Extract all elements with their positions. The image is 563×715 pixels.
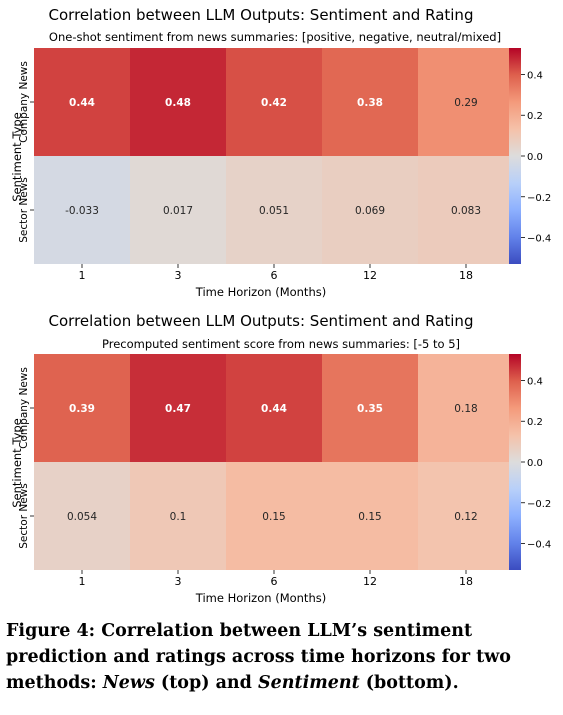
heatmap-cell <box>322 462 418 570</box>
colorbar-ticks: 0.4 0.2 0.0 −0.2 −0.4 <box>521 70 551 245</box>
colorbar-tick-label: 0.4 <box>527 376 543 387</box>
y-tick-label: Sector News <box>18 177 30 242</box>
colorbar-tick-label: −0.4 <box>527 540 551 551</box>
cell-value-label: -0.033 <box>65 205 99 217</box>
x-tick-labels: 1 3 6 12 18 <box>79 264 473 282</box>
y-tick-label: Company News <box>18 61 30 143</box>
chart-title: Correlation between LLM Outputs: Sentime… <box>49 312 474 330</box>
colorbar-tick-label: −0.4 <box>527 234 551 245</box>
heatmap-cell <box>322 156 418 264</box>
heatmap-panel-top: Correlation between LLM Outputs: Sentime… <box>10 6 551 299</box>
colorbar-tick-label: 0.0 <box>527 458 543 469</box>
x-tick-label: 1 <box>79 269 86 282</box>
heatmap-cell <box>34 156 130 264</box>
heatmap-cell <box>130 48 226 156</box>
figure-caption: Figure 4: Correlation between LLM’s sent… <box>6 618 558 696</box>
y-axis-label: Sentiment Type <box>10 112 24 202</box>
heatmap-cell <box>34 462 130 570</box>
colorbar-tick-label: 0.4 <box>527 70 543 81</box>
colorbar-tick-label: −0.2 <box>527 193 551 204</box>
heatmap-cell <box>130 156 226 264</box>
y-tick-labels: Company News Sector News <box>18 367 34 549</box>
y-tick-labels: Company News Sector News <box>18 61 34 243</box>
cell-value-label: 0.42 <box>261 97 287 109</box>
cell-value-label: 0.44 <box>69 97 95 109</box>
cell-value-label: 0.051 <box>259 205 289 217</box>
figure: Correlation between LLM Outputs: Sentime… <box>10 6 551 605</box>
heatmap-cell <box>34 48 130 156</box>
cell-value-label: 0.054 <box>67 511 97 523</box>
colorbar-tick-label: 0.2 <box>527 417 543 428</box>
x-tick-label: 12 <box>363 575 377 588</box>
cell-value-label: 0.12 <box>454 511 477 523</box>
heatmap-panel-bottom: Correlation between LLM Outputs: Sentime… <box>10 312 551 605</box>
x-tick-labels: 1 3 6 12 18 <box>79 570 473 588</box>
x-tick-label: 12 <box>363 269 377 282</box>
heatmap-cell <box>418 462 514 570</box>
chart-subtitle: Precomputed sentiment score from news su… <box>102 337 460 351</box>
cell-value-label: 0.35 <box>357 403 383 415</box>
colorbar-tick-label: −0.2 <box>527 499 551 510</box>
heatmap-cell <box>226 48 322 156</box>
cell-value-label: 0.15 <box>358 511 381 523</box>
heatmap-cell <box>130 354 226 462</box>
chart-subtitle: One-shot sentiment from news summaries: … <box>49 30 501 44</box>
caption-method-news: News <box>102 673 155 693</box>
cell-value-label: 0.18 <box>454 403 477 415</box>
x-tick-label: 3 <box>175 269 182 282</box>
y-tick-label: Company News <box>18 367 30 449</box>
heatmap-cell <box>34 354 130 462</box>
colorbar <box>509 354 521 570</box>
cell-value-label: 0.29 <box>454 97 477 109</box>
x-tick-label: 3 <box>175 575 182 588</box>
cell-value-label: 0.44 <box>261 403 287 415</box>
heatmap-cell <box>418 354 514 462</box>
cell-value-label: 0.15 <box>262 511 285 523</box>
colorbar-ticks: 0.4 0.2 0.0 −0.2 −0.4 <box>521 376 551 551</box>
cell-value-label: 0.38 <box>357 97 383 109</box>
x-axis-label: Time Horizon (Months) <box>195 285 326 299</box>
cell-value-label: 0.47 <box>165 403 191 415</box>
chart-title: Correlation between LLM Outputs: Sentime… <box>49 6 474 24</box>
cell-value-label: 0.39 <box>69 403 95 415</box>
heatmap-cells: 0.44 0.48 0.42 0.38 0.29 -0.033 0.017 0.051 0.06… <box>34 48 514 264</box>
heatmap-cell <box>418 156 514 264</box>
y-axis-label: Sentiment Type <box>10 418 24 508</box>
heatmap-cell <box>226 354 322 462</box>
cell-value-label: 0.069 <box>355 205 385 217</box>
heatmap-cell <box>418 48 514 156</box>
x-tick-label: 18 <box>459 575 473 588</box>
caption-prefix: Figure 4: Correlation between LLM’s sent… <box>6 621 511 693</box>
heatmap-cell <box>226 156 322 264</box>
heatmap-cell <box>130 462 226 570</box>
x-axis-label: Time Horizon (Months) <box>195 591 326 605</box>
caption-method-sentiment: Sentiment <box>257 673 360 693</box>
cell-value-label: 0.017 <box>163 205 193 217</box>
colorbar <box>509 48 521 264</box>
heatmap-cell <box>226 462 322 570</box>
colorbar-tick-label: 0.2 <box>527 111 543 122</box>
heatmap-cell <box>322 354 418 462</box>
x-tick-label: 1 <box>79 575 86 588</box>
heatmap-cells: 0.39 0.47 0.44 0.35 0.18 0.054 0.1 0.15 0.15 0.12 <box>34 354 514 570</box>
colorbar-tick-label: 0.0 <box>527 152 543 163</box>
cell-value-label: 0.1 <box>170 511 187 523</box>
cell-value-label: 0.083 <box>451 205 481 217</box>
cell-value-label: 0.48 <box>165 97 191 109</box>
caption-news-position: (top) and <box>154 673 258 693</box>
heatmap-cell <box>322 48 418 156</box>
x-tick-label: 18 <box>459 269 473 282</box>
x-tick-label: 6 <box>271 269 278 282</box>
y-tick-label: Sector News <box>18 483 30 548</box>
x-tick-label: 6 <box>271 575 278 588</box>
caption-sentiment-position: (bottom). <box>359 673 459 693</box>
